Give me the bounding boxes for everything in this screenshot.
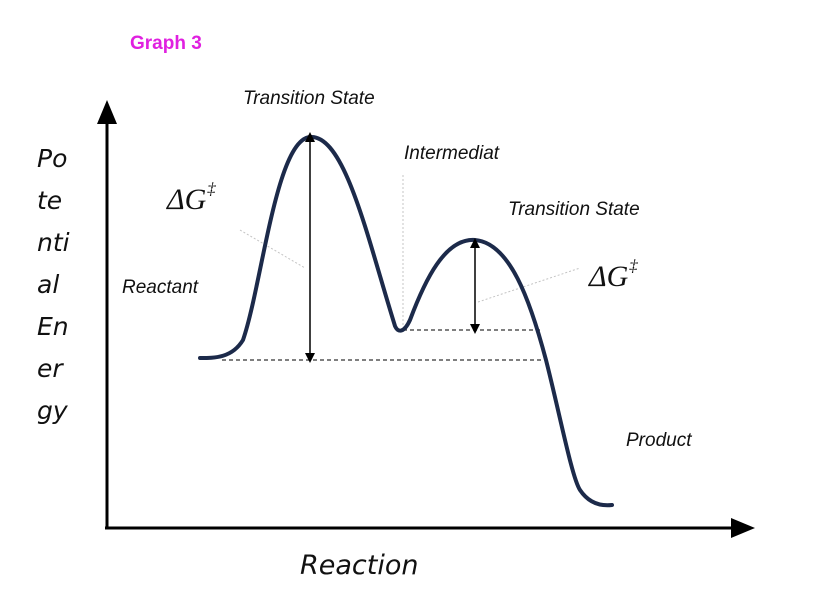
y-axis-label-line: te: [37, 186, 63, 215]
leader-line-dg1: [239, 229, 306, 269]
delta-g-label-2: ΔG‡: [589, 256, 638, 293]
y-axis-label-line: En: [37, 312, 69, 341]
energy-curve: [198, 134, 614, 508]
reactant-label: Reactant: [122, 277, 199, 298]
product-label: Product: [626, 430, 692, 451]
y-axis-label-line: nti: [37, 228, 70, 257]
transition-state-2-label: Transition State: [508, 199, 640, 220]
delta-g-label-1: ΔG‡: [167, 179, 216, 216]
leader-line-dg2: [477, 267, 581, 303]
transition-state-1-label: Transition State: [243, 88, 375, 109]
y-axis-label-line: al: [37, 270, 60, 299]
y-axis-label-line: gy: [37, 396, 68, 425]
graph-title: Graph 3: [130, 33, 202, 54]
y-axis-label-line: er: [37, 354, 63, 383]
y-axis-label-line: Po: [37, 144, 68, 173]
y-axis-label: Po te nti al En er gy: [37, 138, 87, 432]
x-axis-label: Reaction: [300, 550, 419, 581]
x-axis-arrowhead: [731, 518, 755, 538]
intermediate-label: Intermediat: [404, 143, 500, 164]
y-axis-arrowhead: [97, 100, 117, 124]
